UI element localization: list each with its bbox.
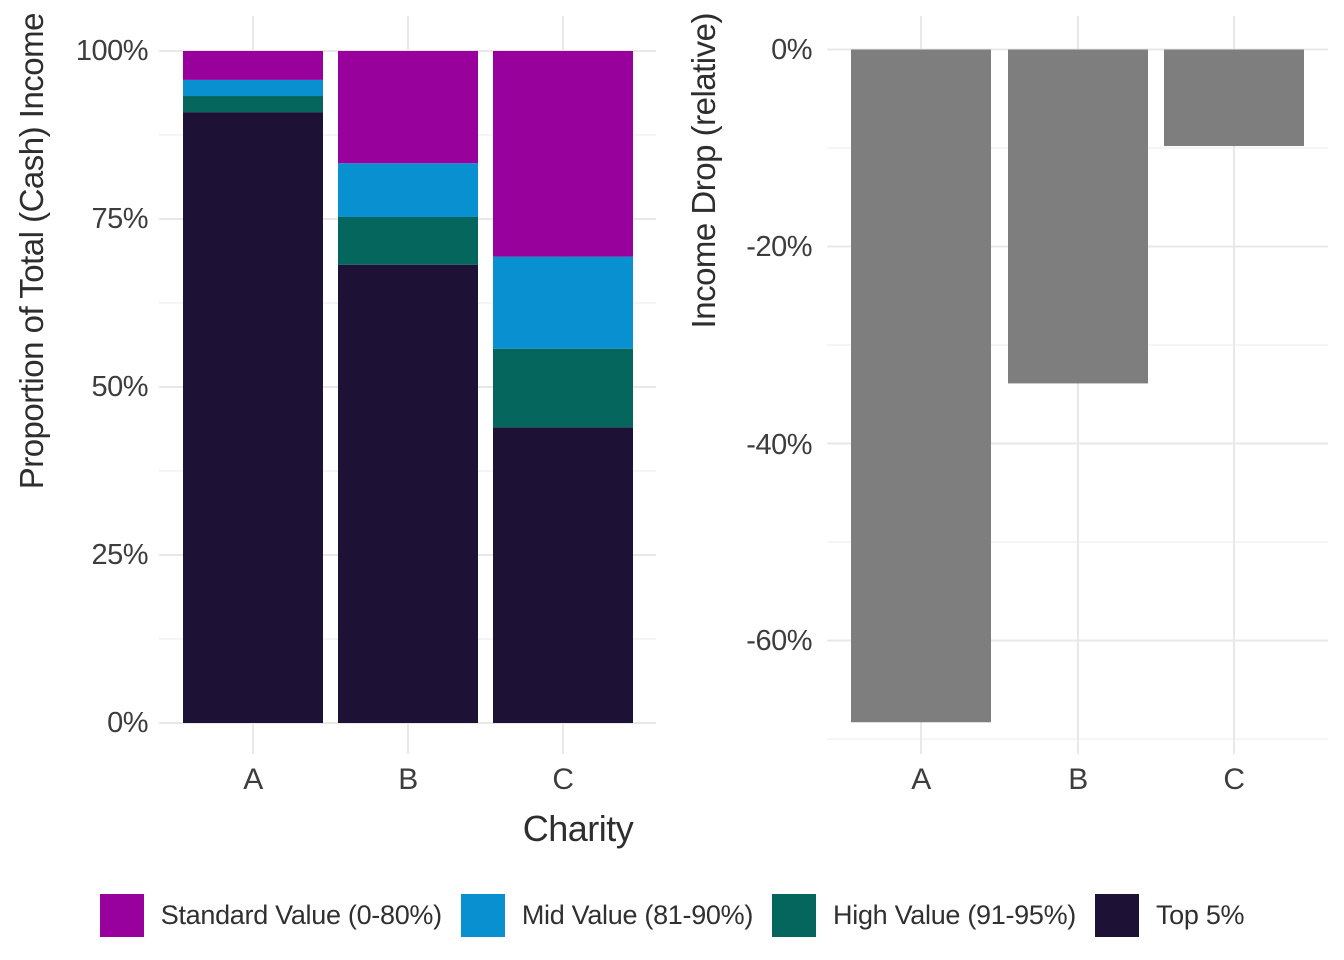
right-y-tick-m20: -20% [746,231,812,263]
x-axis-title: Charity [522,808,634,849]
legend-label: Mid Value (81-90%) [521,899,754,930]
left-y-tick-75: 75% [91,203,148,235]
bar-income-drop-c [1164,49,1304,147]
legend-item-high-value: High Value (91-95%) [772,893,1076,937]
legend-item-mid-value: Mid Value (81-90%) [460,893,754,937]
bar-income-drop-b [1008,49,1148,384]
right-chart-panel [827,16,1328,754]
left-x-label-a: A [243,763,263,796]
left-x-label-b: B [398,763,418,796]
legend-swatch [772,893,817,937]
right-y-axis-title: Income Drop (relative) [685,13,722,329]
legend-swatch [1094,893,1139,937]
left-y-axis-title: Proportion of Total (Cash) Income [13,13,50,490]
legend-label: Standard Value (0-80%) [160,899,442,930]
bar-segment-c-mid-value-81-90 [493,256,633,349]
left-y-tick-100: 100% [75,35,149,67]
left-y-tick-0: 0% [107,707,148,739]
left-chart-panel [159,16,656,754]
legend-label: High Value (91-95%) [833,899,1076,930]
legend-item-standard-value: Standard Value (0-80%) [99,893,442,937]
bar-income-drop-a [851,49,991,723]
bar-segment-a-high-value-91-95 [183,96,323,113]
right-x-label-c: C [1223,763,1245,796]
legend: Standard Value (0-80%) Mid Value (81-90%… [0,891,1344,939]
right-y-tick-m60: -60% [746,625,812,657]
legend-swatch [460,893,505,937]
right-y-tick-0: 0% [771,34,812,66]
bar-segment-b-high-value-91-95 [338,216,478,265]
bar-segment-a-top-5 [183,112,323,724]
right-x-label-a: A [911,763,931,796]
legend-label: Top 5% [1155,899,1245,930]
left-y-tick-50: 50% [91,371,148,403]
left-x-label-c: C [552,763,574,796]
legend-swatch [99,893,144,937]
bar-segment-a-mid-value-81-90 [183,79,323,97]
bar-segment-c-top-5 [493,427,633,723]
right-y-tick-m40: -40% [746,429,812,461]
bar-segment-b-standard-value-0-80 [338,51,478,164]
bar-segment-a-standard-value-0-80 [183,51,323,80]
legend-item-top-5: Top 5% [1094,893,1245,937]
left-y-tick-25: 25% [91,539,148,571]
bar-segment-c-standard-value-0-80 [493,51,633,257]
bar-segment-b-top-5 [338,264,478,723]
bar-segment-c-high-value-91-95 [493,348,633,428]
bar-segment-b-mid-value-81-90 [338,163,478,217]
right-x-label-b: B [1068,763,1088,796]
